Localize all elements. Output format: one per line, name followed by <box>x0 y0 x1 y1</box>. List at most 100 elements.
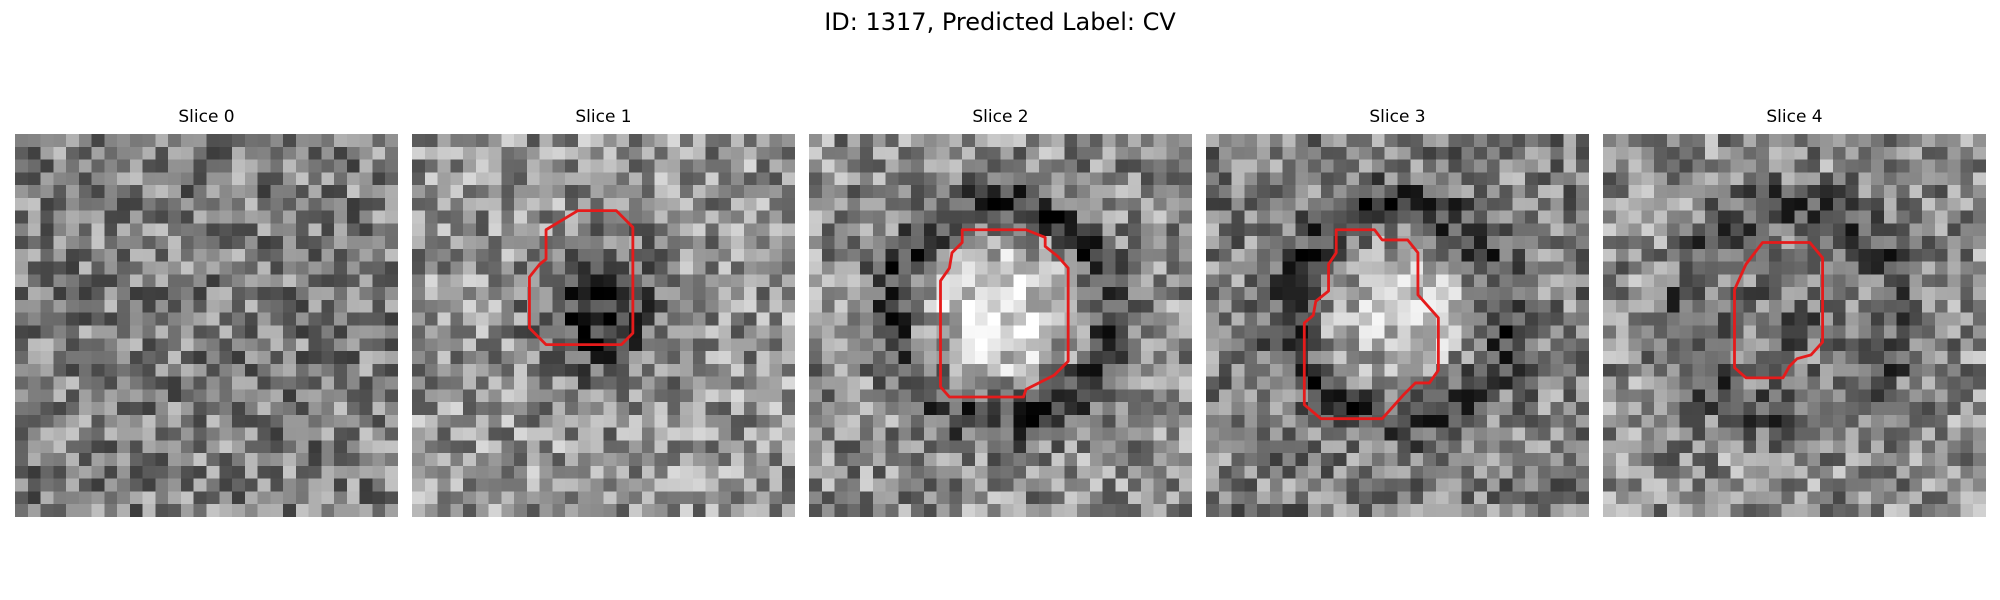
pixel <box>244 414 258 428</box>
pixel <box>321 248 335 262</box>
pixel <box>616 185 630 199</box>
pixel <box>1692 172 1706 186</box>
pixel <box>1525 465 1539 479</box>
pixel <box>936 414 950 428</box>
pixel <box>731 312 745 326</box>
pixel <box>1128 351 1142 365</box>
pixel <box>705 236 719 250</box>
pixel <box>1871 325 1885 339</box>
pixel <box>437 261 451 275</box>
pixel <box>27 146 41 160</box>
pixel <box>1206 185 1220 199</box>
pixel <box>911 299 925 313</box>
pixel <box>809 465 823 479</box>
pixel <box>565 389 579 403</box>
pixel <box>334 478 348 492</box>
pixel <box>641 491 655 505</box>
pixel <box>974 440 988 454</box>
pixel <box>1960 376 1974 390</box>
pixel <box>1858 376 1872 390</box>
pixel <box>219 312 233 326</box>
pixel <box>667 223 681 237</box>
pixel <box>1013 363 1027 377</box>
pixel <box>1257 248 1271 262</box>
pixel <box>1871 287 1885 301</box>
pixel <box>1705 159 1719 173</box>
pixel <box>1166 478 1180 492</box>
pixel <box>1128 287 1142 301</box>
pixel <box>923 504 937 517</box>
pixel <box>962 185 976 199</box>
pixel <box>66 440 80 454</box>
pixel <box>385 312 398 326</box>
pixel <box>962 453 976 467</box>
pixel <box>1781 504 1795 517</box>
pixel <box>654 287 668 301</box>
pixel <box>1218 197 1232 211</box>
pixel <box>283 325 297 339</box>
pixel <box>834 274 848 288</box>
pixel <box>1858 338 1872 352</box>
pixel <box>577 223 591 237</box>
pixel <box>1000 325 1014 339</box>
pixel <box>526 427 540 441</box>
pixel <box>27 389 41 403</box>
pixel <box>1486 427 1500 441</box>
pixel <box>1705 312 1719 326</box>
pixel <box>232 185 246 199</box>
pixel <box>1576 414 1589 428</box>
pixel <box>1064 197 1078 211</box>
pixel <box>782 134 795 148</box>
pixel <box>577 389 591 403</box>
pixel <box>629 351 643 365</box>
pixel <box>1013 197 1027 211</box>
pixel <box>1102 197 1116 211</box>
pixel <box>1371 465 1385 479</box>
pixel <box>590 478 604 492</box>
pixel <box>501 414 515 428</box>
pixel <box>885 338 899 352</box>
pixel <box>885 312 899 326</box>
pixel <box>1051 478 1065 492</box>
pixel <box>1550 440 1564 454</box>
pixel <box>219 299 233 313</box>
pixel <box>1474 134 1488 148</box>
pixel <box>872 351 886 365</box>
pixel <box>962 261 976 275</box>
pixel <box>1832 402 1846 416</box>
pixel <box>1896 338 1910 352</box>
pixel <box>692 146 706 160</box>
pixel <box>1038 248 1052 262</box>
pixel <box>1781 427 1795 441</box>
pixel <box>1486 248 1500 262</box>
pixel <box>1807 159 1821 173</box>
pixel <box>860 440 874 454</box>
pixel <box>168 376 182 390</box>
pixel <box>1448 453 1462 467</box>
pixel <box>756 172 770 186</box>
pixel <box>1346 159 1360 173</box>
pixel <box>1743 274 1757 288</box>
pixel <box>616 223 630 237</box>
pixel <box>1077 491 1091 505</box>
pixel <box>834 402 848 416</box>
pixel <box>1730 427 1744 441</box>
pixel <box>526 210 540 224</box>
pixel <box>1461 146 1475 160</box>
pixel <box>565 159 579 173</box>
pixel <box>501 440 515 454</box>
pixel <box>872 338 886 352</box>
pixel <box>1308 261 1322 275</box>
pixel <box>1359 236 1373 250</box>
pixel <box>1512 338 1526 352</box>
pixel <box>680 146 694 160</box>
pixel <box>1269 491 1283 505</box>
pixel <box>1231 402 1245 416</box>
pixel <box>1320 504 1334 517</box>
pixel <box>206 185 220 199</box>
pixel <box>412 414 426 428</box>
pixel <box>1397 351 1411 365</box>
pixel <box>1705 287 1719 301</box>
pixel <box>1896 185 1910 199</box>
pixel <box>1064 287 1078 301</box>
